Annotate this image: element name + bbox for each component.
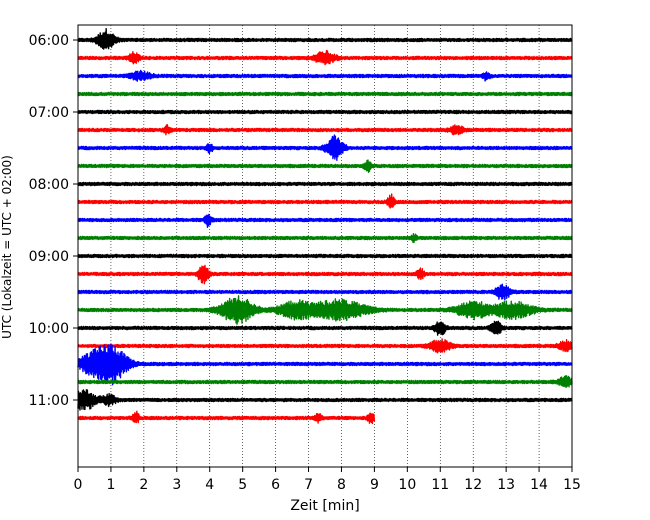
x-tick-label: 5: [238, 477, 247, 493]
seismogram-trace: [77, 50, 573, 66]
seismogram-trace: [77, 343, 573, 386]
plot-frame: [77, 24, 573, 468]
seismogram-trace: [77, 320, 573, 336]
seismogram-trace: [77, 109, 573, 115]
x-tick-label: 11: [431, 477, 449, 493]
y-tick-label: 10:00: [29, 321, 69, 337]
x-tick-label: 10: [398, 477, 416, 493]
y-tick-label: 08:00: [29, 177, 69, 193]
x-axis: 0 1 2 3 4 5 6 7 8 9 10 11 12 13 14 15: [74, 467, 581, 493]
y-tick-label: 07:00: [29, 105, 69, 121]
y-axis: 06:00 07:00 08:00 09:00 10:00 11:00: [29, 33, 78, 409]
seismogram-trace: [77, 375, 573, 388]
x-tick-label: 0: [74, 477, 83, 493]
seismogram-trace: [77, 295, 573, 325]
seismogram-trace: [77, 283, 573, 301]
trace-group: [77, 28, 573, 425]
x-tick-label: 7: [304, 477, 313, 493]
y-tick-label: 06:00: [29, 33, 69, 49]
seismogram-trace: [77, 410, 376, 425]
seismogram-trace: [77, 213, 573, 228]
seismogram-trace: [77, 91, 573, 97]
seismogram-trace: [77, 264, 573, 285]
seismogram-trace: [77, 134, 573, 161]
seismogram-trace: [77, 389, 573, 411]
x-tick-label: 8: [337, 477, 346, 493]
x-tick-label: 4: [205, 477, 214, 493]
x-tick-label: 2: [139, 477, 148, 493]
x-tick-label: 9: [370, 477, 379, 493]
x-tick-label: 6: [271, 477, 280, 493]
seismogram-trace: [77, 159, 573, 173]
x-tick-label: 14: [530, 477, 548, 493]
seismogram-trace: [77, 193, 573, 209]
x-axis-label: Zeit [min]: [290, 498, 359, 514]
x-tick-label: 3: [172, 477, 181, 493]
x-tick-label: 12: [464, 477, 482, 493]
seismogram-trace: [77, 253, 573, 259]
seismogram-trace: [77, 69, 573, 82]
seismogram-trace: [77, 181, 573, 187]
seismogram-trace: [77, 338, 573, 354]
y-tick-label: 09:00: [29, 249, 69, 265]
y-tick-label: 11:00: [29, 393, 69, 409]
x-tick-label: 13: [497, 477, 515, 493]
x-tick-label: 15: [563, 477, 581, 493]
x-tick-label: 1: [106, 477, 115, 493]
y-axis-label: UTC (Lokalzeit = UTC + 02:00): [0, 155, 14, 339]
seismogram-trace: [77, 124, 573, 136]
seismogram-trace: [77, 232, 573, 244]
seismogram-trace: [77, 28, 573, 50]
